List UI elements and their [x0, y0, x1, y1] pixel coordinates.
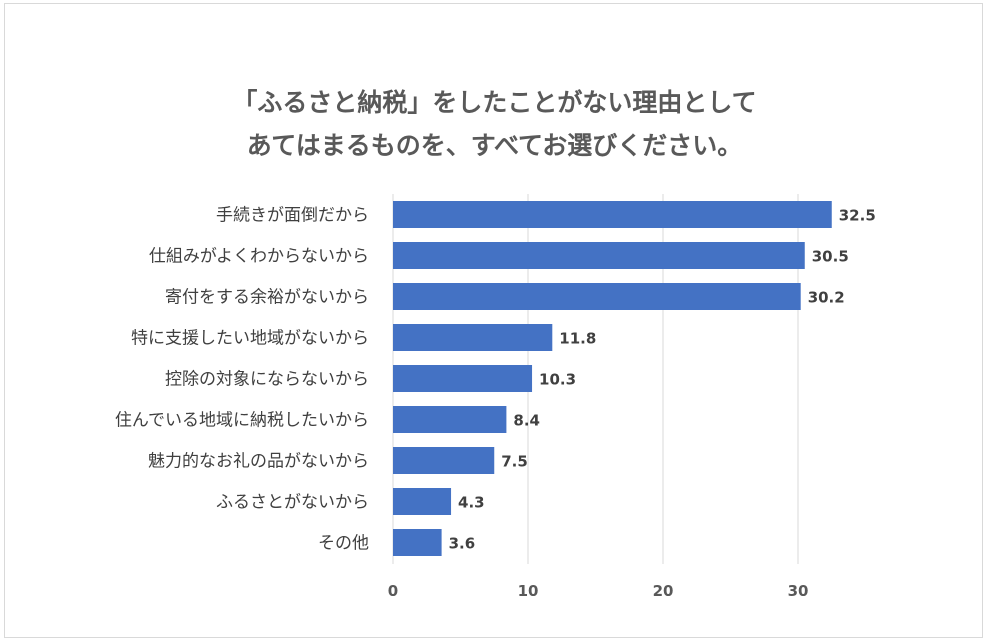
bar [393, 365, 533, 392]
category-label: 特に支援したい地域がないから [131, 329, 369, 349]
data-label: 11.8 [559, 330, 596, 348]
data-label: 10.3 [539, 371, 576, 389]
data-label: 4.3 [458, 494, 485, 512]
bar [393, 406, 507, 433]
bar [393, 324, 553, 351]
x-tick-label: 10 [518, 582, 539, 600]
x-tick-label: 20 [653, 582, 674, 600]
data-label: 3.6 [449, 535, 476, 553]
category-label: 住んでいる地域に納税したいから [115, 411, 369, 431]
category-label: ふるさとがないから [216, 493, 369, 513]
data-label: 8.4 [513, 412, 540, 430]
chart-frame [4, 3, 983, 638]
chart-title-line-1: 「ふるさと納税」をしたことがない理由として [232, 88, 757, 117]
x-tick-label: 30 [788, 582, 809, 600]
data-label: 30.2 [808, 289, 845, 307]
x-tick-label: 0 [388, 582, 398, 600]
category-label: 寄付をする余裕がないから [165, 288, 369, 308]
category-label: その他 [318, 534, 369, 554]
bar [393, 488, 452, 515]
bar [393, 283, 801, 310]
bar [393, 201, 832, 228]
bar [393, 529, 442, 556]
bar [393, 447, 495, 474]
bar [393, 242, 805, 269]
category-label: 控除の対象にならないから [165, 370, 369, 390]
data-label: 30.5 [812, 248, 849, 266]
chart-title-line-2: あてはまるものを、すべてお選びください。 [246, 131, 743, 160]
category-label: 魅力的なお礼の品がないから [148, 452, 369, 472]
category-label: 手続きが面倒だから [216, 206, 369, 226]
category-label: 仕組みがよくわからないから [149, 247, 369, 267]
data-label: 7.5 [501, 453, 528, 471]
data-label: 32.5 [839, 207, 876, 225]
